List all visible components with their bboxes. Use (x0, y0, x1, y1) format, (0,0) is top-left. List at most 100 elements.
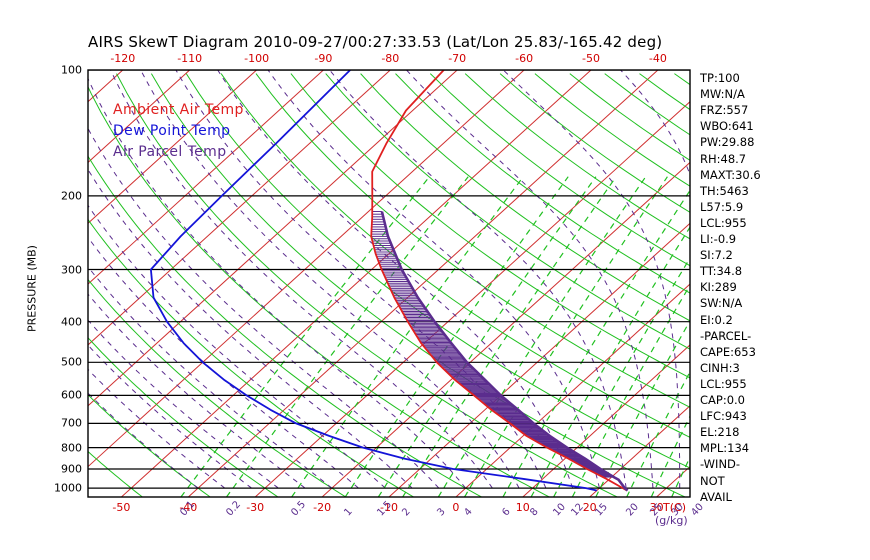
pressure-tick: 400 (61, 315, 82, 329)
index-li-0-9: LI:-0.9 (700, 232, 737, 246)
index-pw-29-88: PW:29.88 (700, 135, 755, 150)
moist-adiabat-line (110, 70, 493, 489)
cape-hatch-region (371, 211, 614, 478)
dry-adiabat-line (88, 278, 347, 497)
pressure-tick: 800 (61, 441, 82, 455)
index-not: NOT (700, 473, 725, 488)
mixing-ratio-line (571, 283, 690, 497)
plot-frame (87, 69, 691, 498)
index-el-218: EL:218 (700, 425, 740, 440)
top-temp-tick: -100 (244, 52, 270, 65)
dry-adiabat-line (744, 74, 870, 497)
moist-adiabat-line (267, 70, 600, 489)
isotherm-line (88, 70, 124, 103)
legend-air-parcel-temp: Air Parcel Temp (113, 144, 227, 160)
mixing-ratio-line (377, 176, 597, 497)
index-sw-n-a: SW:N/A (700, 296, 743, 311)
index--parcel-: -PARCEL- (700, 328, 752, 343)
mixing-ratio-line (463, 176, 668, 497)
top-temp-tick: -90 (314, 52, 333, 65)
dry-adiabat-line (395, 73, 690, 294)
index-cap-0-0: CAP:0.0 (700, 393, 745, 407)
dry-adiabat-line (88, 394, 211, 497)
pressure-tick: 100 (61, 63, 82, 77)
index-cinh-3: CINH:3 (700, 360, 740, 375)
bottom-temp-tick: -40 (179, 501, 198, 514)
moist-adiabat-line (88, 319, 279, 489)
mixing-ratio-line (502, 189, 690, 497)
mixing-ratio-line (530, 226, 690, 497)
page-title: AIRS SkewT Diagram 2010-09-27/00:27:33.5… (88, 33, 663, 51)
index-mpl-134: MPL:134 (700, 441, 750, 456)
index-maxt-30-6: MAXT:30.6 (700, 167, 761, 182)
index-frz-557: FRZ:557 (700, 103, 749, 118)
bottom-temp-tick: 20 (582, 501, 597, 514)
index-lcl-955: LCL:955 (700, 376, 747, 391)
bottom-temp-tick: -30 (246, 501, 265, 514)
moist-adiabat-line (88, 127, 440, 489)
top-temp-tick: -60 (515, 52, 534, 65)
top-temp-tick: -50 (582, 52, 600, 65)
moist-adiabat-line (88, 204, 386, 489)
top-temp-tick: -70 (448, 52, 467, 65)
pressure-tick: 500 (61, 355, 82, 369)
pressure-tick: 700 (61, 416, 82, 430)
index-mw-n-a: MW:N/A (700, 87, 745, 102)
dry-adiabat-line (849, 74, 870, 497)
top-temp-tick: -40 (648, 52, 667, 65)
pressure-tick: 1000 (54, 481, 82, 495)
moist-adiabat-line (88, 168, 413, 489)
index--wind-: -WIND- (700, 457, 741, 472)
dry-adiabat-line (255, 73, 690, 408)
bottom-temp-tick: -20 (313, 501, 332, 514)
profile-dew-point-temp (150, 70, 597, 492)
dry-adiabat-line (360, 73, 690, 322)
mixing-ratio-line (553, 256, 690, 497)
temperature-axis-label: T(C) (663, 501, 686, 514)
bottom-temp-tick: -50 (112, 501, 131, 514)
dry-adiabat-line (290, 73, 690, 379)
dry-adiabat-line (814, 74, 870, 497)
dry-adiabat-line (429, 73, 690, 267)
index-lfc-943: LFC:943 (700, 409, 747, 424)
dry-adiabat-line (116, 73, 618, 497)
pressure-tick: 200 (61, 189, 82, 203)
moist-adiabat-line (217, 70, 574, 489)
mixing-ratio-line (344, 176, 569, 497)
dry-adiabat-line (88, 155, 482, 497)
index-si-7-2: SI:7.2 (700, 248, 733, 263)
index-lcl-955: LCL:955 (700, 215, 747, 230)
index-tp-100: TP:100 (700, 71, 740, 85)
mixing-ratio-axis-label: (g/kg) (655, 514, 688, 527)
index-tt-34-8: TT:34.8 (700, 264, 743, 279)
top-temp-tick: -110 (177, 52, 203, 65)
mixing-ratio-line (180, 176, 430, 497)
isotherm-line (723, 70, 870, 497)
moist-adiabat-line (140, 70, 520, 489)
mixing-ratio-line (291, 176, 524, 497)
dry-adiabat-line (325, 73, 690, 350)
pressure-tick: 300 (61, 263, 82, 276)
moist-adiabat-line (760, 70, 819, 488)
profile-air-parcel-temp (380, 211, 629, 492)
isotherm-line (88, 70, 257, 224)
mixing-ratio-line (402, 176, 617, 497)
pressure-tick: 900 (61, 462, 82, 476)
moist-adiabat-line (88, 266, 333, 489)
index-wbo-641: WBO:641 (700, 119, 754, 134)
moist-adiabat-line (88, 77, 466, 489)
moist-adiabat-line (329, 70, 627, 489)
moist-adiabat-line (88, 293, 306, 489)
isotherm-line (88, 70, 525, 468)
mixing-ratio-line (226, 176, 469, 497)
pressure-tick: 600 (61, 388, 82, 402)
legend-ambient-air-temp: Ambient Air Temp (113, 102, 244, 118)
isotherm-line (857, 70, 870, 497)
isotherm-line (321, 161, 690, 497)
dry-adiabat-line (185, 73, 690, 469)
legend-dew-point-temp: Dew Point Temp (113, 123, 231, 139)
index-ki-289: KI:289 (700, 280, 737, 295)
index-cape-653: CAPE:653 (700, 344, 756, 359)
